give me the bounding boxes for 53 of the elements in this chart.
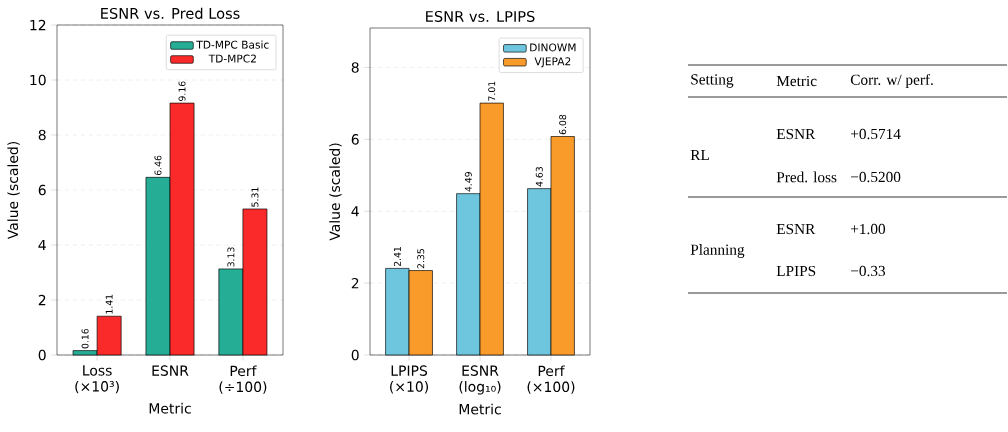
data-label: 2.41 xyxy=(393,246,401,267)
y-tick-label: 10 xyxy=(30,74,46,86)
text: Setting xyxy=(691,74,734,88)
x-tick-label: Perf (×100) xyxy=(527,365,575,394)
legend-label: TD-MPC2 xyxy=(208,54,256,63)
text: Corr. w/ perf. xyxy=(850,74,933,88)
data-label: 2.35 xyxy=(417,249,425,269)
y-tick-label: 6 xyxy=(351,134,359,145)
text: Metric xyxy=(776,75,817,87)
x-tick-label: Perf (÷100) xyxy=(219,365,267,394)
y-tick-label: 2 xyxy=(351,277,359,289)
data-label: 7.01 xyxy=(488,81,496,101)
text: ESNR xyxy=(776,223,816,235)
legend-label: VJEPA2 xyxy=(534,57,571,68)
data-label: 9.16 xyxy=(178,81,186,101)
chart-title: ESNR vs. Pred Loss xyxy=(101,7,240,19)
x-tick-label: ESNR xyxy=(152,365,189,376)
data-label: 1.41 xyxy=(105,294,113,314)
y-axis-title: Value (scaled) xyxy=(329,143,342,241)
x-tick-label: LPIPS (×10) xyxy=(390,365,428,394)
y-tick-label: 4 xyxy=(38,239,46,251)
y-tick-label: 8 xyxy=(351,62,359,73)
y-tick-label: 6 xyxy=(38,184,46,196)
x-axis-title: Metric xyxy=(149,402,191,414)
text: −0.33 xyxy=(851,265,886,277)
text: ESNR xyxy=(776,128,816,140)
y-tick-label: 0 xyxy=(351,349,359,361)
chart-title: ESNR vs. LPIPS xyxy=(426,10,535,22)
data-label: 3.13 xyxy=(227,247,235,267)
text: Pred. loss xyxy=(776,171,837,183)
x-axis-title: Metric xyxy=(459,403,501,415)
y-tick-label: 0 xyxy=(38,349,46,361)
text: LPIPS xyxy=(776,265,816,277)
data-label: 6.46 xyxy=(154,155,162,176)
y-tick-label: 4 xyxy=(351,206,359,217)
legend-label: DINOWM xyxy=(530,43,576,52)
data-label: 4.63 xyxy=(535,167,543,187)
y-tick-label: 2 xyxy=(38,294,46,306)
text: +1.00 xyxy=(851,223,886,235)
x-tick-label: ESNR (log₁₀) xyxy=(459,365,501,395)
y-tick-label: 8 xyxy=(38,129,46,141)
text: −0.5200 xyxy=(851,171,901,183)
data-label: 5.31 xyxy=(251,187,259,207)
data-label: 4.49 xyxy=(464,172,472,192)
x-tick-label: Loss (×10³) xyxy=(75,365,119,394)
data-label: 0.16 xyxy=(81,328,89,349)
y-axis-title: Value (scaled) xyxy=(7,141,20,240)
data-label: 6.08 xyxy=(559,114,567,135)
text: Planning xyxy=(690,244,745,258)
text: RL xyxy=(690,150,709,160)
y-tick-label: 12 xyxy=(30,19,46,31)
text: +0.5714 xyxy=(851,128,901,140)
legend-label: TD-MPC Basic xyxy=(196,40,269,49)
